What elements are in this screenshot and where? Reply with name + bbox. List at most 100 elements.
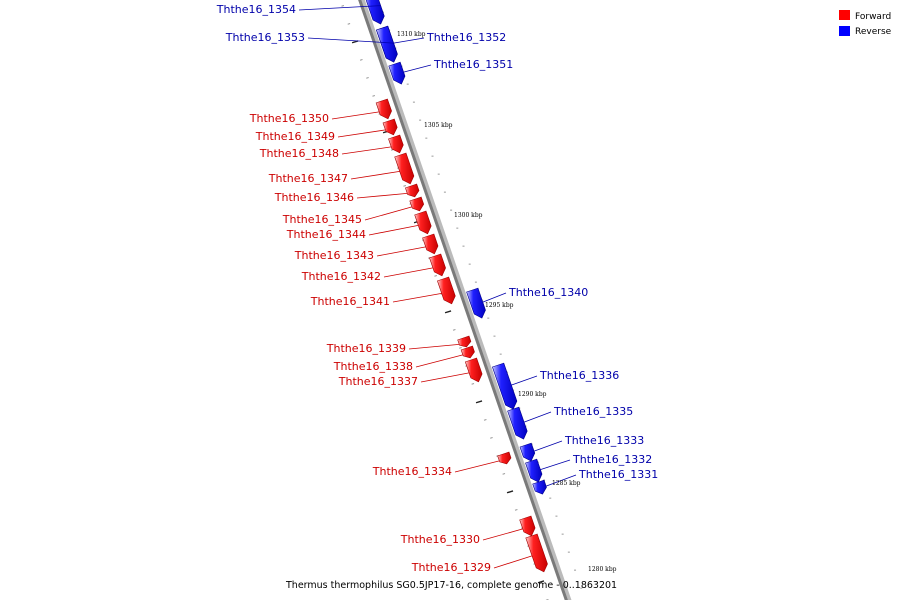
gene-glyph[interactable]: [466, 287, 486, 319]
scale-label: 1310 kbp: [397, 31, 426, 38]
gene-label[interactable]: Ththe16_1347: [268, 172, 348, 185]
gene-leader-line: [368, 225, 419, 236]
gene-glyph[interactable]: [519, 442, 536, 462]
gene-label[interactable]: Ththe16_1352: [426, 31, 506, 44]
gene-glyph[interactable]: [525, 533, 548, 573]
gene-label[interactable]: Ththe16_1341: [310, 295, 390, 308]
gene-label[interactable]: Ththe16_1331: [578, 468, 658, 481]
tick-mark: [359, 59, 363, 61]
gene-glyph[interactable]: [422, 233, 439, 255]
gene-leader-line: [298, 5, 381, 11]
tick-mark: [403, 185, 407, 187]
scale-label: 1280 kbp: [588, 566, 617, 573]
gene-glyph[interactable]: [429, 253, 446, 277]
tick-mark: [459, 347, 462, 349]
gene-glyph[interactable]: [532, 479, 547, 495]
gene-leader-line: [307, 37, 394, 44]
gene-glyph[interactable]: [388, 61, 406, 85]
scale-label: 1290 kbp: [518, 391, 547, 398]
tick-mark: [444, 310, 452, 314]
gene-glyph[interactable]: [388, 134, 404, 154]
gene-glyph[interactable]: [507, 406, 528, 440]
gene-label[interactable]: Ththe16_1337: [338, 375, 418, 388]
tick-mark: [366, 77, 369, 79]
tick-mark: [506, 490, 514, 494]
gene-glyph[interactable]: [457, 335, 472, 348]
gene-label[interactable]: Ththe16_1330: [400, 533, 480, 546]
gene-label[interactable]: Ththe16_1332: [572, 453, 652, 466]
gene-glyph[interactable]: [382, 118, 398, 136]
gene-glyph[interactable]: [405, 183, 420, 198]
gene-label[interactable]: Ththe16_1335: [553, 405, 633, 418]
gene-label[interactable]: Ththe16_1339: [326, 342, 406, 355]
gene-leader-line: [403, 64, 432, 73]
gene-glyph[interactable]: [464, 357, 483, 383]
gene-glyph[interactable]: [460, 345, 475, 359]
gene-glyph[interactable]: [409, 196, 425, 212]
gene-leader-line: [364, 206, 413, 221]
gene-label[interactable]: Ththe16_1334: [372, 465, 452, 478]
gene-label[interactable]: Ththe16_1333: [564, 434, 644, 447]
gene-label[interactable]: Ththe16_1338: [333, 360, 413, 373]
tick-mark: [452, 329, 456, 331]
gene-leader-line: [376, 246, 426, 257]
gene-glyph[interactable]: [376, 25, 398, 63]
gene-glyph[interactable]: [492, 362, 518, 410]
gene-label[interactable]: Ththe16_1342: [301, 270, 381, 283]
gene-glyph[interactable]: [437, 276, 456, 305]
gene-labels-layer: Ththe16_1354 Ththe16_1353 Ththe16_1352 Thth…: [216, 3, 658, 574]
gene-label[interactable]: Ththe16_1353: [225, 31, 305, 44]
gene-leader-line: [540, 459, 571, 470]
tick-mark: [537, 580, 545, 584]
tick-mark: [372, 95, 376, 97]
gene-leader-line: [493, 555, 533, 569]
gene-leader-line: [420, 372, 470, 383]
gene-leader-line: [523, 411, 552, 423]
gene-leader-line: [356, 193, 408, 199]
gene-leader-line: [331, 111, 380, 120]
gene-label[interactable]: Ththe16_1329: [411, 561, 491, 574]
legend: Forward Reverse: [839, 10, 892, 37]
gene-leader-line: [533, 440, 563, 452]
gene-label[interactable]: Ththe16_1349: [255, 130, 335, 143]
tick-mark: [502, 473, 506, 475]
legend-forward-label: Forward: [855, 12, 891, 22]
gene-label[interactable]: Ththe16_1350: [249, 112, 329, 125]
scale-label: 1305 kbp: [424, 122, 453, 129]
tick-mark: [434, 275, 437, 277]
gene-glyph[interactable]: [394, 152, 415, 185]
gene-leader-line: [393, 37, 425, 44]
tick-mark: [471, 383, 475, 385]
gene-leader-line: [482, 292, 507, 303]
gene-label[interactable]: Ththe16_1351: [433, 58, 513, 71]
gene-leader-line: [482, 528, 523, 541]
tick-mark: [514, 509, 518, 511]
backbone-shadow: [358, 0, 572, 600]
legend-forward-swatch: [839, 10, 850, 20]
gene-label[interactable]: Ththe16_1343: [294, 249, 374, 262]
gene-label[interactable]: Ththe16_1346: [274, 191, 354, 204]
gene-label[interactable]: Ththe16_1354: [216, 3, 296, 16]
gene-label[interactable]: Ththe16_1345: [282, 213, 362, 226]
gene-label[interactable]: Ththe16_1344: [286, 228, 366, 241]
gene-glyph[interactable]: [414, 210, 432, 235]
gene-leader-line: [545, 474, 577, 487]
gene-glyph[interactable]: [375, 98, 392, 120]
gene-glyph[interactable]: [497, 451, 512, 465]
gene-leader-line: [392, 293, 442, 303]
map-caption: Thermus thermophilus SG0.5JP17-16, compl…: [285, 580, 617, 591]
tick-mark: [483, 419, 487, 421]
gene-glyph[interactable]: [519, 515, 536, 537]
gene-label[interactable]: Ththe16_1348: [259, 147, 339, 160]
gene-leader-line: [337, 129, 386, 138]
backbone: [358, 0, 568, 600]
gene-glyph[interactable]: [525, 458, 543, 483]
gene-label[interactable]: Ththe16_1336: [539, 369, 619, 382]
tick-mark: [347, 23, 351, 25]
legend-reverse-label: Reverse: [855, 27, 892, 37]
scale-label: 1285 kbp: [552, 480, 581, 487]
gene-label[interactable]: Ththe16_1340: [508, 286, 588, 299]
scale-label: 1300 kbp: [454, 212, 483, 219]
tick-mark: [475, 400, 483, 404]
